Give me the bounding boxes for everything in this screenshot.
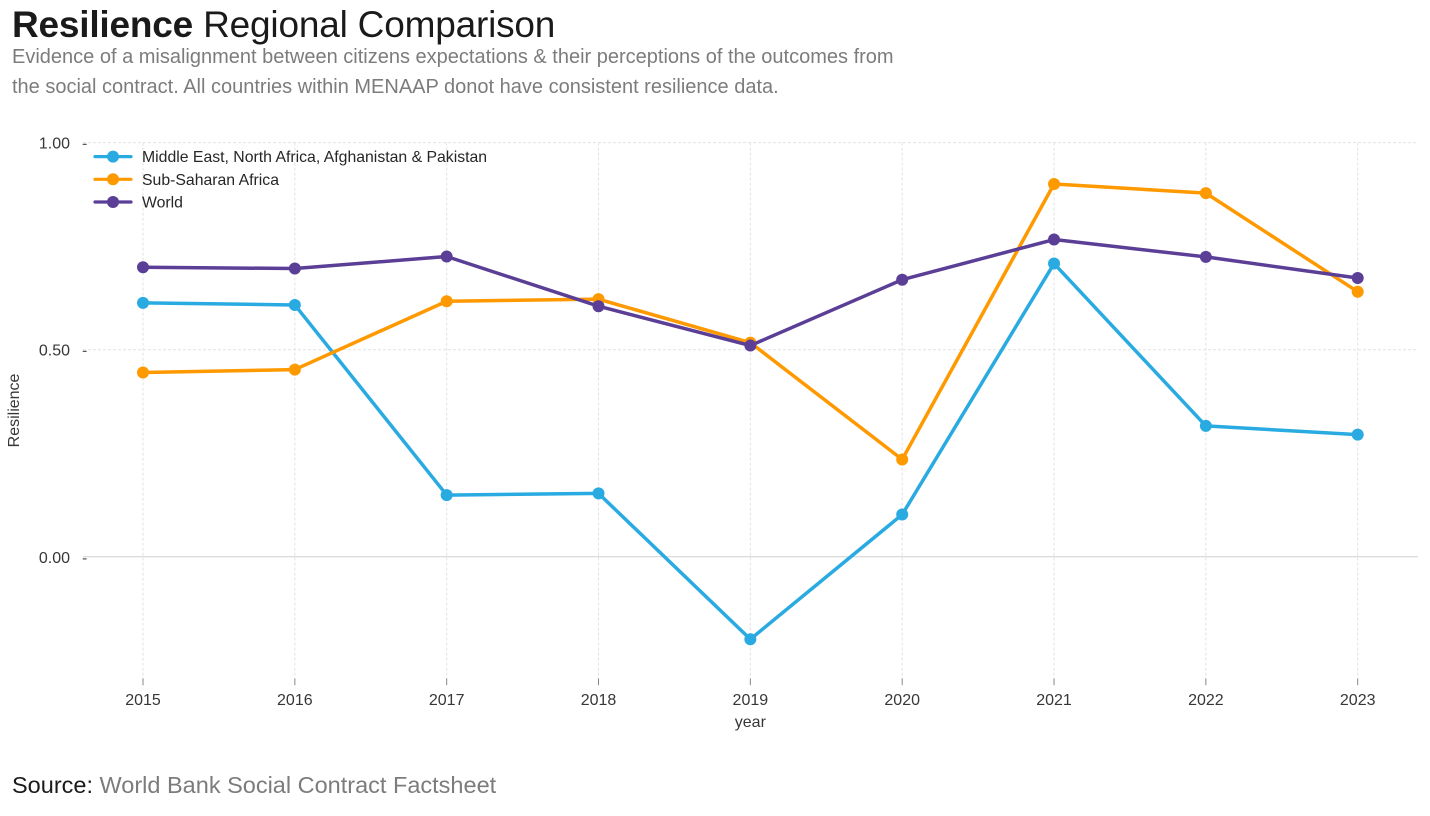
svg-text:0.50: 0.50 [39,343,70,360]
svg-text:2019: 2019 [733,692,769,709]
svg-text:2018: 2018 [581,692,617,709]
svg-text:-: - [82,343,87,360]
svg-text:2015: 2015 [125,692,161,709]
svg-text:2020: 2020 [884,692,920,709]
svg-text:0.00: 0.00 [39,550,70,567]
svg-text:World: World [142,195,183,212]
svg-text:2023: 2023 [1340,692,1376,709]
svg-text:2021: 2021 [1036,692,1072,709]
svg-text:Resilience: Resilience [6,373,23,447]
svg-text:2022: 2022 [1188,692,1224,709]
svg-text:2017: 2017 [429,692,465,709]
svg-text:-: - [82,550,87,567]
svg-text:Middle East, North Africa, Afg: Middle East, North Africa, Afghanistan &… [142,149,487,166]
svg-text:Sub-Saharan Africa: Sub-Saharan Africa [142,172,279,189]
svg-text:-: - [82,136,87,153]
svg-text:year: year [735,714,767,731]
svg-text:1.00: 1.00 [39,136,70,153]
svg-text:2016: 2016 [277,692,313,709]
